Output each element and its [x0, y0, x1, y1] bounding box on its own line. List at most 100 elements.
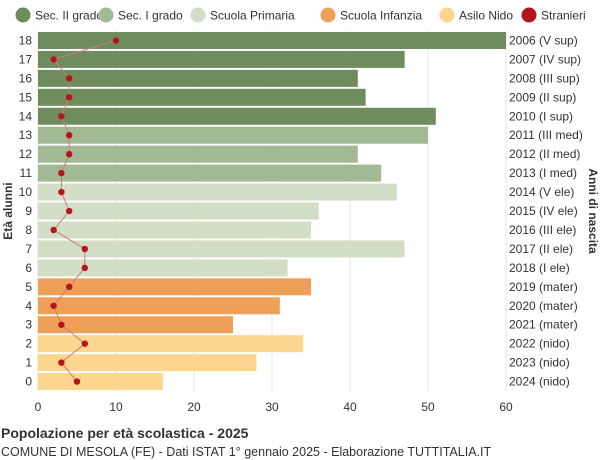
- legend-label: Sec. II grado: [35, 9, 103, 23]
- legend-item: Sec. I grado: [98, 7, 183, 23]
- y-axis-title-right: Anni di nascita: [586, 168, 600, 254]
- birth-year-label: 2016 (III ele): [509, 223, 576, 237]
- x-tick-label: 30: [265, 400, 279, 414]
- stranieri-point: [58, 188, 65, 196]
- birth-year-label: 2019 (mater): [509, 280, 578, 294]
- age-tick-label: 14: [19, 109, 33, 123]
- bar: [38, 373, 163, 391]
- stranieri-point: [58, 321, 65, 328]
- legend-marker: [439, 7, 455, 23]
- x-tick-label: 40: [343, 400, 357, 414]
- age-tick-label: 2: [25, 337, 32, 351]
- stranieri-point: [73, 378, 81, 385]
- x-tick-label: 10: [109, 400, 123, 414]
- legend-label: Asilo Nido: [459, 9, 513, 23]
- birth-year-label: 2012 (II med): [509, 147, 580, 161]
- legend-marker: [521, 7, 537, 23]
- bar: [38, 88, 366, 106]
- birth-year-label: 2013 (I med): [509, 166, 577, 180]
- birth-year-label: 2009 (II sup): [509, 90, 576, 104]
- age-tick-label: 18: [19, 33, 33, 47]
- stranieri-point: [50, 302, 57, 309]
- age-tick-label: 12: [19, 147, 33, 161]
- legend-marker: [98, 7, 114, 23]
- stranieri-point: [112, 37, 120, 44]
- stranieri-point: [58, 169, 65, 177]
- legend-label: Sec. I grado: [118, 9, 183, 23]
- stranieri-point: [58, 113, 65, 120]
- stranieri-point: [66, 207, 73, 215]
- bar: [38, 31, 506, 49]
- age-tick-label: 3: [25, 318, 32, 332]
- age-tick-label: 15: [19, 90, 33, 104]
- bar: [38, 107, 436, 125]
- bar: [38, 297, 280, 315]
- chart-subtitle: COMUNE DI MESOLA (FE) - Dati ISTAT 1° ge…: [1, 445, 492, 459]
- bar: [38, 145, 358, 163]
- bar: [38, 335, 304, 353]
- legend-item: Asilo Nido: [439, 7, 513, 23]
- birth-year-label: 2022 (nido): [509, 337, 570, 351]
- stranieri-point: [66, 132, 73, 139]
- birth-year-label: 2021 (mater): [509, 318, 578, 332]
- legend-item: Stranieri: [521, 7, 586, 23]
- bar: [38, 164, 382, 182]
- age-tick-label: 1: [25, 356, 32, 370]
- birth-year-label: 2020 (mater): [509, 299, 578, 313]
- stranieri-point: [66, 94, 73, 101]
- stranieri-point: [66, 150, 73, 158]
- bar: [38, 126, 428, 144]
- age-tick-label: 6: [25, 261, 32, 275]
- x-tick-label: 20: [187, 400, 201, 414]
- bar: [38, 50, 405, 68]
- age-tick-label: 10: [19, 185, 33, 199]
- bar: [38, 259, 288, 277]
- age-tick-label: 16: [19, 71, 33, 85]
- bar: [38, 221, 311, 239]
- age-tick-label: 13: [19, 128, 33, 142]
- legend-marker: [320, 7, 336, 23]
- bar: [38, 69, 358, 87]
- stranieri-point: [81, 340, 89, 347]
- legend-item: Scuola Infanzia: [320, 7, 422, 23]
- birth-year-label: 2011 (III med): [509, 128, 583, 142]
- stranieri-point: [66, 75, 73, 82]
- stranieri-point: [81, 245, 89, 253]
- age-tick-label: 7: [25, 242, 32, 256]
- age-tick-label: 17: [19, 52, 33, 66]
- birth-year-label: 2023 (nido): [509, 356, 570, 370]
- x-tick-label: 0: [35, 400, 42, 414]
- legend-marker: [190, 7, 206, 23]
- birth-year-label: 2018 (I ele): [509, 261, 570, 275]
- legend-item: Sec. II grado: [15, 7, 103, 23]
- birth-year-label: 2014 (V ele): [509, 185, 574, 199]
- chart-title: Popolazione per età scolastica - 2025: [1, 425, 249, 441]
- birth-year-label: 2024 (nido): [509, 375, 570, 389]
- legend: Sec. II grado Sec. I grado Scuola Primaria…: [15, 7, 586, 23]
- x-tick-label: 60: [499, 400, 513, 414]
- bar: [38, 354, 257, 372]
- age-tick-label: 8: [25, 223, 32, 237]
- legend-label: Scuola Primaria: [210, 9, 295, 23]
- bar: [38, 278, 311, 296]
- legend-item: Scuola Primaria: [190, 7, 295, 23]
- stranieri-point: [66, 283, 73, 291]
- birth-year-label: 2007 (IV sup): [509, 52, 581, 66]
- bar: [38, 202, 319, 220]
- bar-layer: [38, 31, 506, 391]
- birth-year-label: 2015 (IV ele): [509, 204, 578, 218]
- birth-year-label: 2006 (V sup): [509, 33, 578, 47]
- bar: [38, 183, 397, 201]
- stranieri-point: [58, 359, 65, 366]
- stranieri-point: [50, 226, 57, 234]
- age-tick-label: 4: [25, 299, 32, 313]
- stranieri-layer: [50, 37, 120, 385]
- y-axis-title-left: Età alunni: [1, 182, 15, 239]
- bar: [38, 240, 405, 258]
- legend-label: Scuola Infanzia: [340, 9, 422, 23]
- age-tick-label: 11: [20, 166, 33, 180]
- legend-label: Stranieri: [541, 9, 586, 23]
